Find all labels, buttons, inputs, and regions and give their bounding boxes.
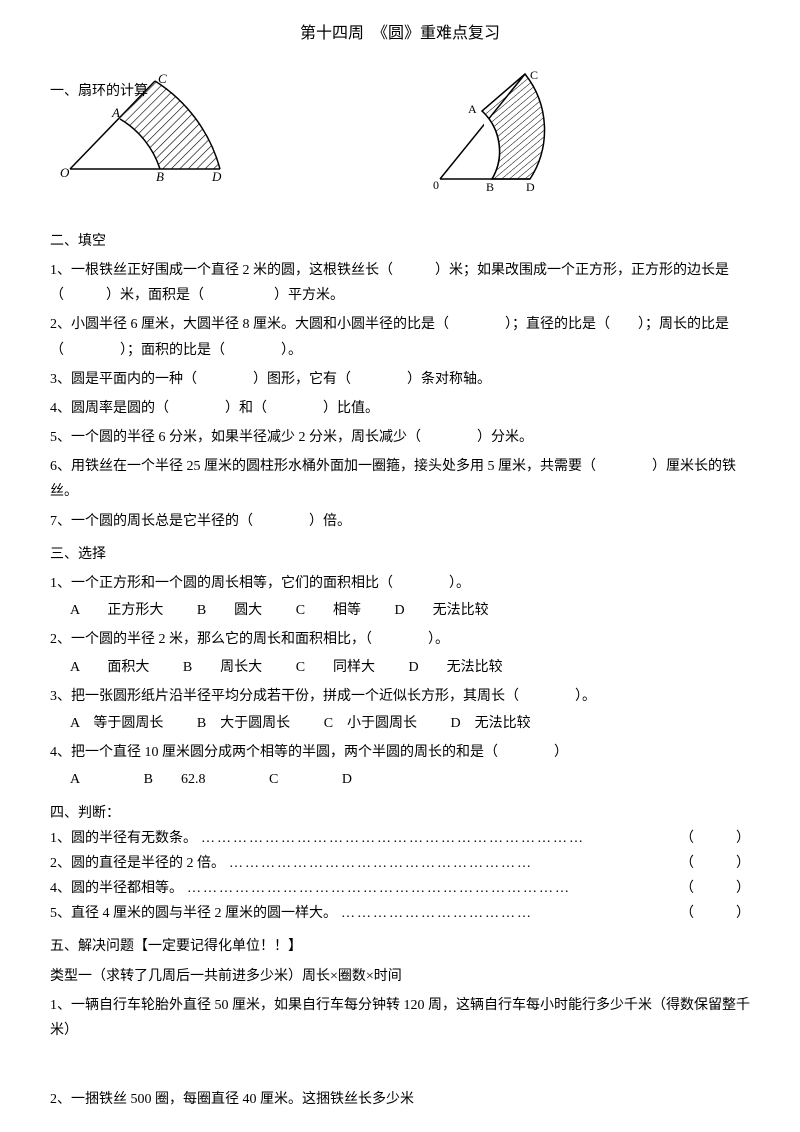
s3-q2-C: C 同样大 [296,655,375,680]
s3-q4-options: A B 62.8 C D [70,767,750,792]
s2-q7: 7、一个圆的周长总是它半径的（ ）倍。 [50,509,750,534]
s2-q5: 5、一个圆的半径 6 分米，如果半径减少 2 分米，周长减少（ ）分米。 [50,425,750,450]
content: 二、填空 1、一根铁丝正好围成一个直径 2 米的圆，这根铁丝长（ ）米；如果改围… [50,229,750,1113]
s5-q1: 1、一辆自行车轮胎外直径 50 厘米，如果自行车每分钟转 120 周，这辆自行车… [50,993,750,1043]
label-A2: A [468,102,477,116]
s3-q2-B: B 周长大 [183,655,262,680]
label-O: O [60,165,70,180]
diagram-left-wrap: 一、扇环的计算 O A B C D [50,69,230,189]
s3-q3-C: C 小于圆周长 [324,711,417,736]
annulus-sector-right-icon: 0 A B C D [430,69,590,199]
s4-q2-text: 2、圆的直径是半径的 2 倍。 [50,851,225,876]
section4-heading: 四、判断： [50,801,750,826]
s3-q2-D: D 无法比较 [409,655,503,680]
s3-q4: 4、把一个直径 10 厘米圆分成两个相等的半圆，两个半圆的周长的和是（ ） [50,740,750,765]
s2-q2: 2、小圆半径 6 厘米，大圆半径 8 厘米。大圆和小圆半径的比是（ ）；直径的比… [50,312,750,362]
s3-q1-B: B 圆大 [197,598,262,623]
section5-heading: 五、解决问题【一定要记得化单位！！】 [50,934,750,959]
section3-heading: 三、选择 [50,542,750,567]
s4-q5-text: 5、直径 4 厘米的圆与半径 2 厘米的圆一样大。 [50,901,337,926]
s4-q2: 2、圆的直径是半径的 2 倍。 ………………………………………………… （ ） [50,851,750,876]
s5-q2: 2、一捆铁丝 500 圈，每圈直径 40 厘米。这捆铁丝长多少米 [50,1087,750,1112]
s3-q2-options: A 面积大 B 周长大 C 同样大 D 无法比较 [70,655,750,680]
s3-q4-A: A [70,767,80,792]
s3-q1-A: A 正方形大 [70,598,163,623]
s3-q3-A: A 等于圆周长 [70,711,163,736]
section1-label: 一、扇环的计算 [50,79,148,104]
dots: ……………………………………………………………… [187,876,676,901]
s4-q5-paren: （ ） [680,901,750,926]
section2-heading: 二、填空 [50,229,750,254]
s4-q1-paren: （ ） [680,826,750,851]
s2-q3: 3、圆是平面内的一种（ ）图形，它有（ ）条对称轴。 [50,367,750,392]
s3-q1: 1、一个正方形和一个圆的周长相等，它们的面积相比（ ）。 [50,571,750,596]
s3-q4-B: B 62.8 [144,767,206,792]
s2-q4: 4、圆周率是圆的（ ）和（ ）比值。 [50,396,750,421]
label-D: D [211,169,222,184]
s3-q1-D: D 无法比较 [395,598,489,623]
s2-q6: 6、用铁丝在一个半径 25 厘米的圆柱形水桶外面加一圈箍，接头处多用 5 厘米，… [50,454,750,504]
dots: ……………………………… [341,901,676,926]
s3-q3-D: D 无法比较 [451,711,531,736]
s4-q1: 1、圆的半径有无数条。 ……………………………………………………………… （ ） [50,826,750,851]
label-C2: C [530,69,538,82]
dots: ………………………………………………… [229,851,676,876]
spacer [50,1043,750,1083]
s4-q4-text: 4、圆的半径都相等。 [50,876,183,901]
s3-q3-B: B 大于圆周长 [197,711,290,736]
page-title: 第十四周 《圆》重难点复习 [50,20,750,49]
s3-q2: 2、一个圆的半径 2 米，那么它的周长和面积相比，（ ）。 [50,627,750,652]
s3-q1-options: A 正方形大 B 圆大 C 相等 D 无法比较 [70,598,750,623]
label-O2: 0 [433,178,439,192]
label-C: C [158,71,167,86]
s4-q5: 5、直径 4 厘米的圆与半径 2 厘米的圆一样大。 ……………………………… （… [50,901,750,926]
diagrams-row: 一、扇环的计算 O A B C D [50,69,750,199]
s2-q1: 1、一根铁丝正好围成一个直径 2 米的圆，这根铁丝长（ ）米；如果改围成一个正方… [50,258,750,308]
s3-q4-D: D [342,767,352,792]
s3-q4-C: C [269,767,278,792]
s4-q1-text: 1、圆的半径有无数条。 [50,826,197,851]
s5-type1: 类型一（求转了几周后一共前进多少米）周长×圈数×时间 [50,964,750,989]
s3-q1-C: C 相等 [296,598,361,623]
s4-q4-paren: （ ） [680,876,750,901]
s4-q2-paren: （ ） [680,851,750,876]
s3-q2-A: A 面积大 [70,655,149,680]
diagram-right-wrap: 0 A B C D [430,69,590,199]
label-D2: D [526,180,535,194]
label-B: B [156,169,164,184]
s3-q3: 3、把一张圆形纸片沿半径平均分成若干份，拼成一个近似长方形，其周长（ ）。 [50,684,750,709]
label-A: A [111,105,120,120]
dots: ……………………………………………………………… [201,826,676,851]
s3-q3-options: A 等于圆周长 B 大于圆周长 C 小于圆周长 D 无法比较 [70,711,750,736]
label-B2: B [486,180,494,194]
s4-q4: 4、圆的半径都相等。 ……………………………………………………………… （ ） [50,876,750,901]
